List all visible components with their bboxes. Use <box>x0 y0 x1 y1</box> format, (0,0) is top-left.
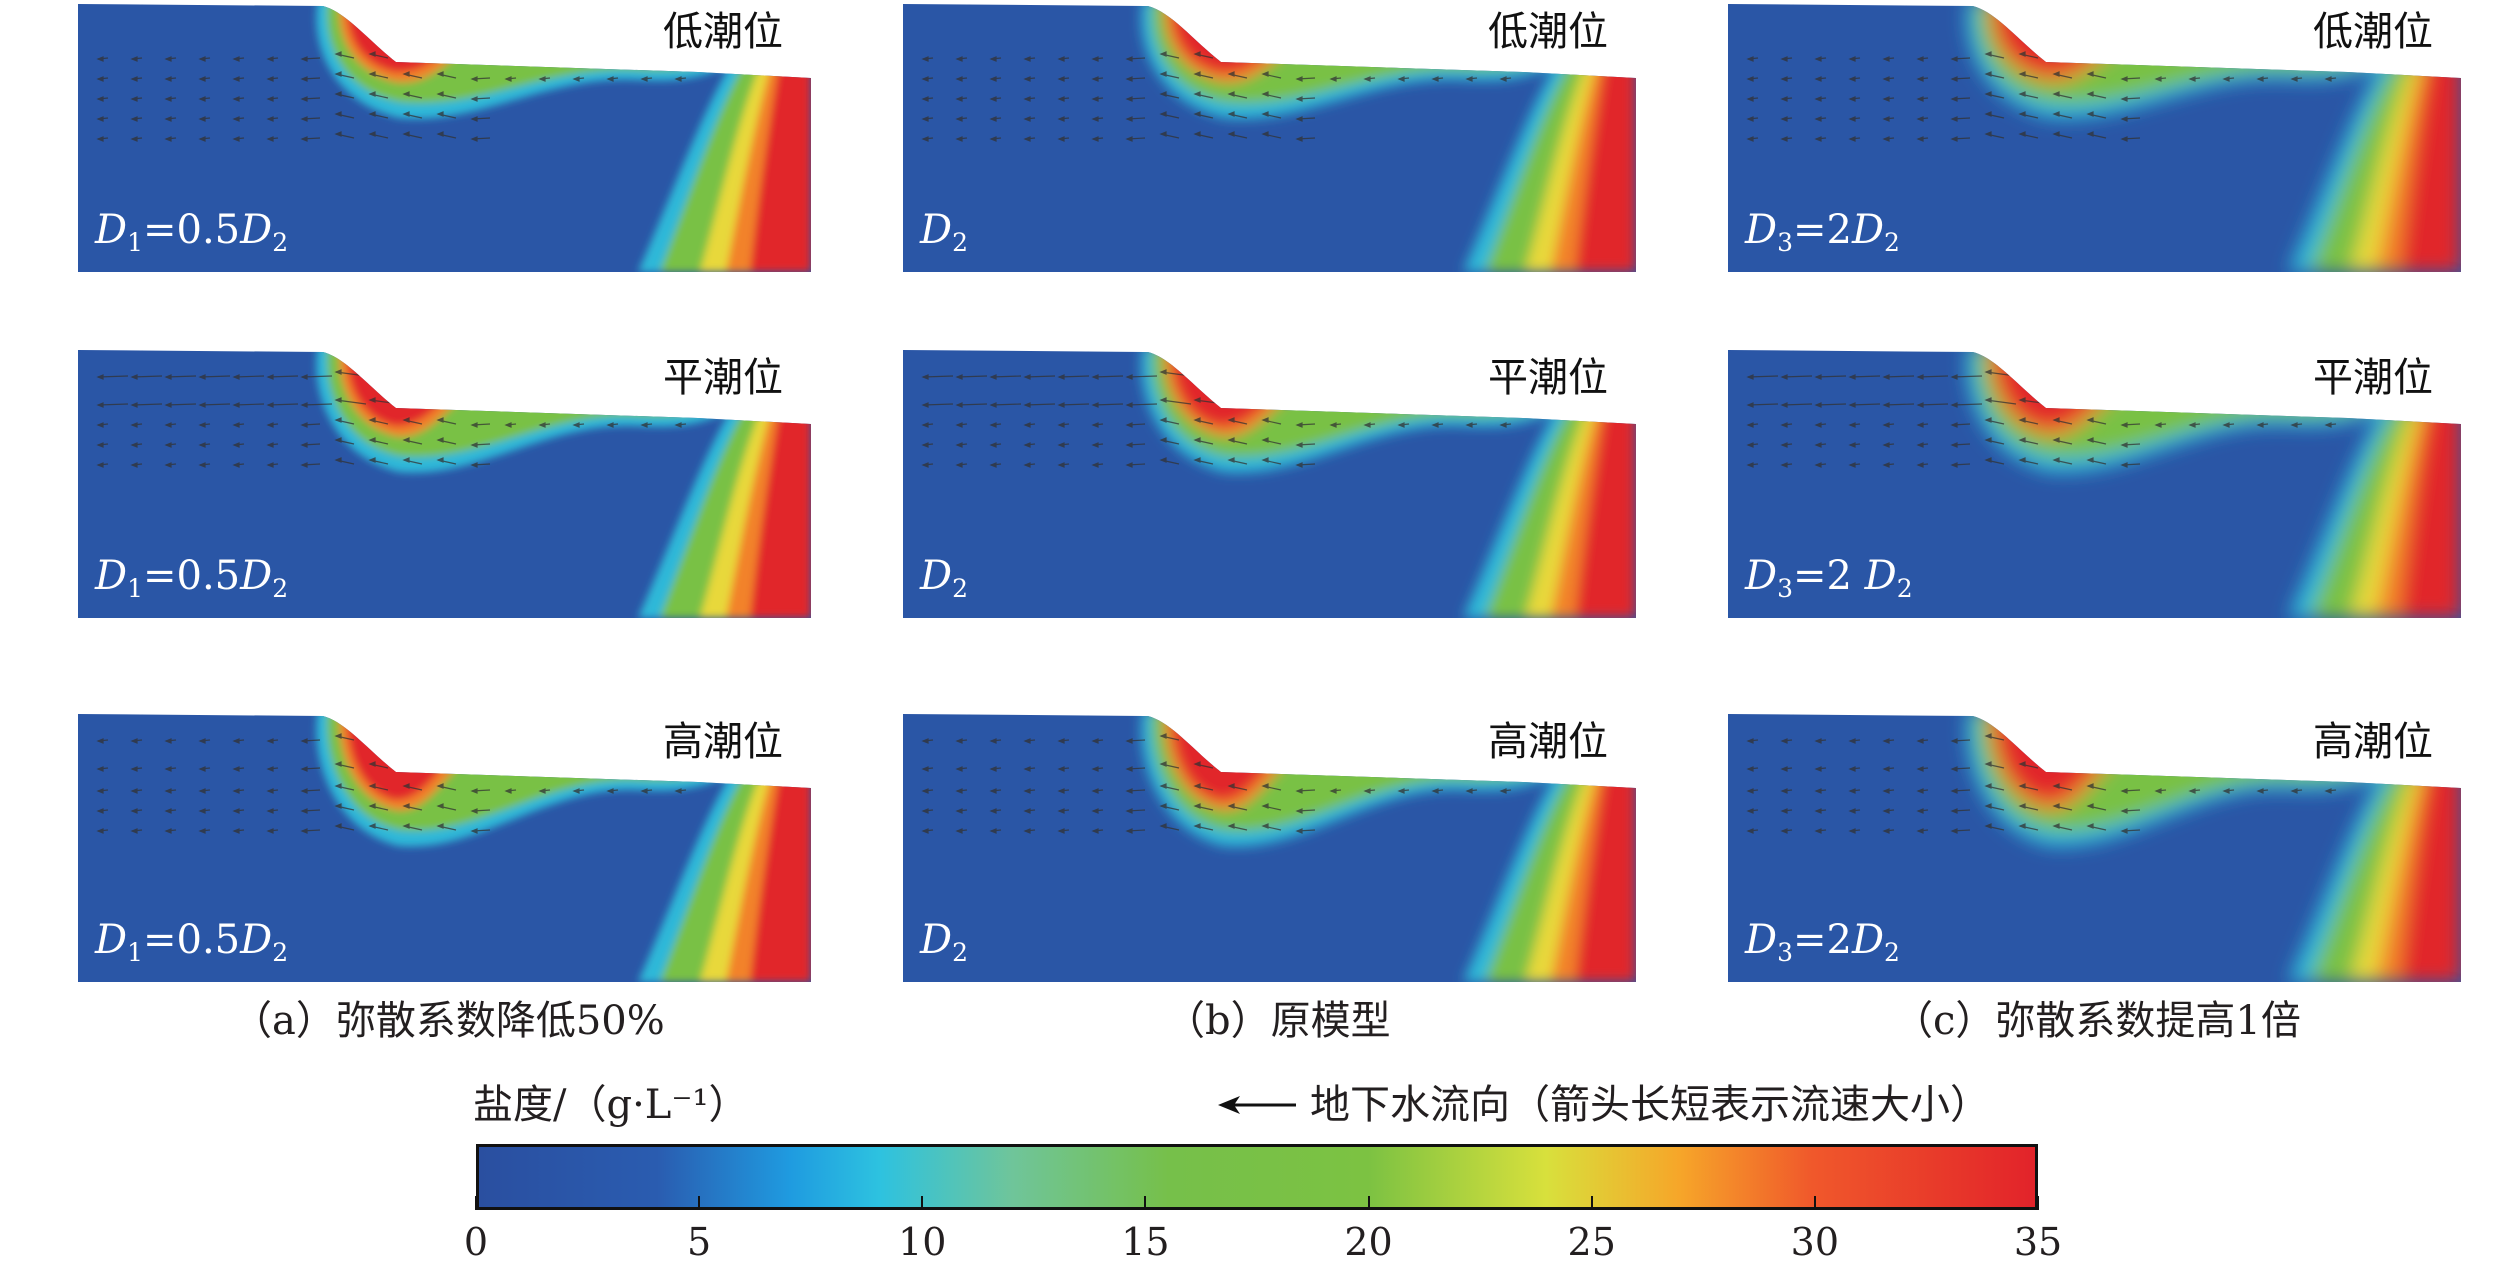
salinity-colorbar <box>476 1144 2038 1210</box>
colorbar-tick-label: 0 <box>463 1220 489 1264</box>
d-symbol: D <box>95 553 128 599</box>
d-symbol-2: D <box>240 553 273 599</box>
colorbar-tick <box>475 1196 477 1210</box>
column-caption-a: （a）弥散系数降低50% <box>232 998 665 1044</box>
salinity-field <box>1728 350 2461 618</box>
colorbar-tick-label: 35 <box>2013 1220 2063 1264</box>
colorbar-tick <box>921 1196 924 1210</box>
dispersion-label: D1=0.5D2 <box>95 207 288 266</box>
tide-label: 平潮位 <box>1488 355 1608 401</box>
panel-c-row1: 低潮位 D3=2D2 <box>1728 0 2461 272</box>
d-symbol: D <box>920 917 953 963</box>
colorbar-tick-label: 25 <box>1567 1220 1616 1264</box>
tide-label: 平潮位 <box>663 355 783 401</box>
column-caption-b: （b）原模型 <box>1165 998 1391 1044</box>
d-relation: =2 <box>1792 553 1865 599</box>
colorbar-tick-label: 30 <box>1790 1220 1840 1264</box>
d-symbol-2: D <box>240 207 273 253</box>
tide-label: 高潮位 <box>2313 719 2433 765</box>
colorbar-tick <box>1144 1196 1147 1210</box>
d-subscript: 3 <box>1777 938 1793 967</box>
dispersion-label: D1=0.5D2 <box>95 917 288 976</box>
d-subscript: 2 <box>952 228 968 257</box>
salinity-field <box>78 350 811 618</box>
colorbar-tick <box>698 1196 701 1210</box>
d-symbol-2: D <box>1851 917 1885 963</box>
dispersion-label: D3=2 D2 <box>1745 553 1913 612</box>
d-subscript: 1 <box>127 574 143 603</box>
dispersion-label: D3=2D2 <box>1745 207 1900 266</box>
colorbar-title: 盐度/（g·L⁻¹） <box>473 1082 749 1128</box>
d-relation: =0.5 <box>142 553 241 599</box>
left-arrow-icon <box>1218 1096 1296 1114</box>
salinity-field <box>1728 714 2461 982</box>
dispersion-label: D2 <box>920 917 968 976</box>
salinity-field <box>903 350 1636 618</box>
colorbar-tick-label: 5 <box>687 1220 712 1264</box>
colorbar-tick-label: 15 <box>1121 1220 1170 1264</box>
colorbar-tick <box>2037 1196 2039 1210</box>
panel-b-row2: 平潮位 D2 <box>903 346 1636 618</box>
d-symbol: D <box>920 553 953 599</box>
d-subscript-2: 2 <box>272 228 289 257</box>
flow-arrows <box>96 51 687 142</box>
d-relation: =2 <box>1792 207 1852 253</box>
d-symbol: D <box>1745 207 1778 253</box>
d-subscript-2: 2 <box>1884 938 1900 967</box>
d-relation: =0.5 <box>142 207 241 253</box>
d-symbol: D <box>1745 553 1778 599</box>
d-relation: =2 <box>1792 917 1852 963</box>
tide-label: 高潮位 <box>1488 719 1608 765</box>
colorbar-tick <box>1813 1196 1816 1210</box>
d-subscript-2: 2 <box>272 574 289 603</box>
dispersion-label: D3=2D2 <box>1745 917 1900 976</box>
tide-label: 低潮位 <box>663 9 783 55</box>
d-symbol: D <box>95 207 128 253</box>
salinity-field <box>78 4 811 272</box>
dispersion-label: D1=0.5D2 <box>95 553 288 612</box>
panel-b-row3: 高潮位 D2 <box>903 710 1636 982</box>
column-caption-c: （c）弥散系数提高1倍 <box>1893 998 2301 1044</box>
d-subscript-2: 2 <box>1884 228 1900 257</box>
panel-b-row1: 低潮位 D2 <box>903 0 1636 272</box>
d-subscript-2: 2 <box>272 938 289 967</box>
dispersion-label: D2 <box>920 207 968 266</box>
d-symbol: D <box>1745 917 1778 963</box>
panel-a-row2: 平潮位 D1=0.5D2 <box>78 346 811 618</box>
colorbar-tick <box>1590 1196 1593 1210</box>
flow-direction-label: 地下水流向（箭头长短表示流速大小） <box>1310 1082 1990 1128</box>
tide-label: 低潮位 <box>2313 9 2433 55</box>
d-subscript: 1 <box>127 938 143 967</box>
d-subscript: 1 <box>127 228 143 257</box>
d-subscript: 2 <box>952 938 968 967</box>
tide-label: 高潮位 <box>663 719 783 765</box>
d-symbol: D <box>95 917 128 963</box>
salinity-field <box>903 4 1636 272</box>
salinity-field <box>903 714 1636 982</box>
d-subscript: 2 <box>952 574 968 603</box>
dispersion-label: D2 <box>920 553 968 612</box>
panel-a-row1: 低潮位 D1=0.5D2 <box>78 0 811 272</box>
salinity-field <box>1728 4 2461 272</box>
d-subscript: 3 <box>1777 574 1793 603</box>
colorbar-tick-label: 20 <box>1344 1220 1393 1264</box>
d-symbol-2: D <box>1864 553 1897 599</box>
panel-c-row3: 高潮位 D3=2D2 <box>1728 710 2461 982</box>
d-relation: =0.5 <box>142 917 241 963</box>
flow-arrows <box>1746 51 2337 142</box>
d-symbol-2: D <box>240 917 273 963</box>
colorbar-tick-label: 10 <box>898 1220 947 1264</box>
d-subscript: 3 <box>1777 228 1793 257</box>
d-symbol-2: D <box>1851 207 1885 253</box>
d-subscript-2: 2 <box>1896 574 1913 603</box>
panel-a-row3: 高潮位 D1=0.5D2 <box>78 710 811 982</box>
tide-label: 低潮位 <box>1488 9 1608 55</box>
tide-label: 平潮位 <box>2313 355 2433 401</box>
colorbar-tick <box>1367 1196 1370 1210</box>
d-symbol: D <box>920 207 953 253</box>
panel-c-row2: 平潮位 D3=2 D2 <box>1728 346 2461 618</box>
salinity-field <box>78 714 811 982</box>
